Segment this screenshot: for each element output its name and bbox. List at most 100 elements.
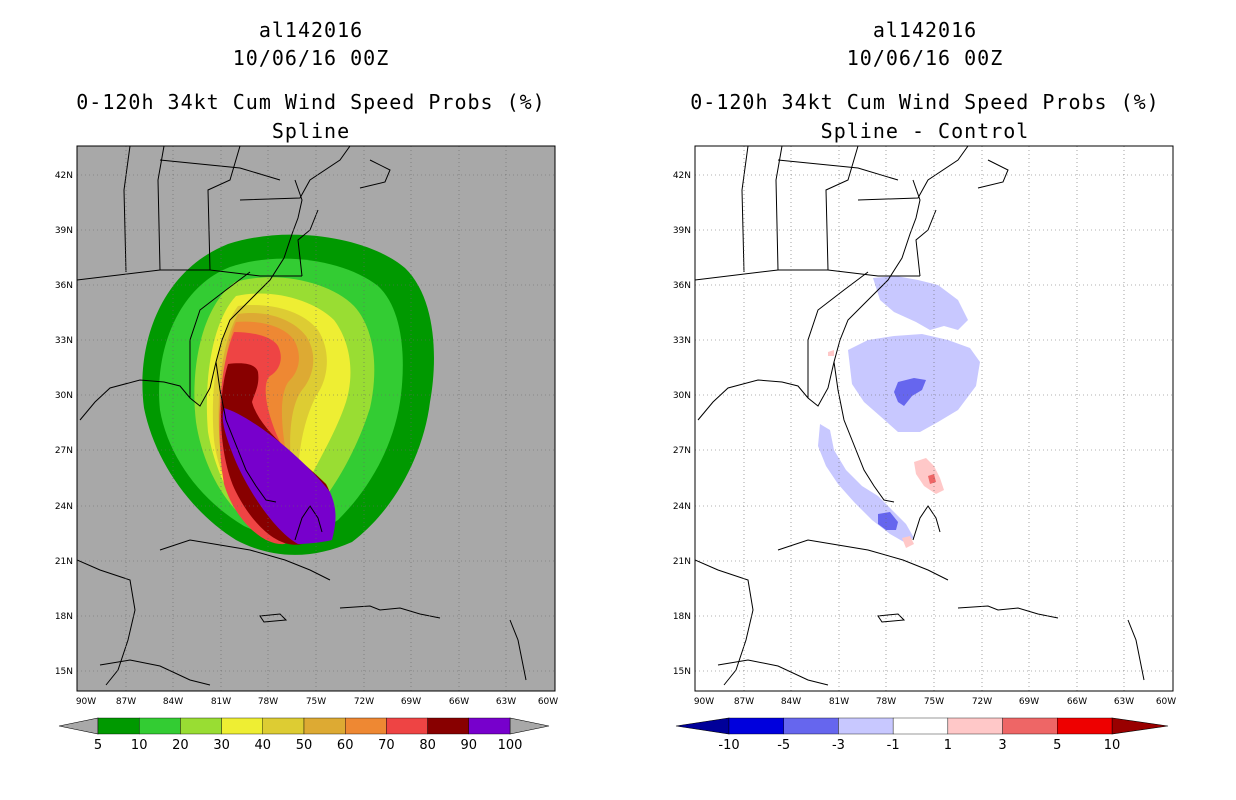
- lon-label: 90W: [76, 697, 96, 707]
- left-colorbar-swatch: [97, 717, 140, 735]
- right-colorbar-swatch: [1057, 717, 1113, 735]
- left-map: 42N 39N 36N 33N 30N 27N 24N 21N 18N 15N …: [55, 145, 558, 707]
- right-datetime: 10/06/16 00Z: [846, 46, 1004, 70]
- lat-label: 33N: [55, 336, 73, 346]
- colorbar-over-arrow: [509, 717, 550, 735]
- left-lat-labels: 42N 39N 36N 33N 30N 27N 24N 21N 18N 15N: [55, 171, 73, 677]
- colorbar-over-arrow: [1111, 717, 1169, 735]
- right-colorbar-label: -5: [777, 738, 790, 753]
- left-colorbar-label: 80: [419, 738, 436, 753]
- right-colorbar-swatch: [892, 717, 949, 735]
- diff-neg3-region: [878, 512, 898, 530]
- left-colorbar-label: 40: [255, 738, 272, 753]
- left-colorbar-label: 100: [498, 738, 523, 753]
- right-colorbar-label: 5: [1053, 738, 1061, 753]
- lat-label: 15N: [673, 667, 691, 677]
- lon-label: 81W: [211, 697, 231, 707]
- lat-label: 39N: [673, 226, 691, 236]
- left-colorbar-label: 90: [461, 738, 478, 753]
- lat-label: 27N: [673, 446, 691, 456]
- right-coastlines: [695, 146, 1145, 686]
- right-colorbar-label: 1: [944, 738, 952, 753]
- right-map: 42N 39N 36N 33N 30N 27N 24N 21N 18N 15N …: [673, 145, 1176, 707]
- left-colorbar-label: 20: [172, 738, 189, 753]
- lon-label: 63W: [496, 697, 516, 707]
- left-colorbar-label: 5: [94, 738, 102, 753]
- right-product-title: 0-120h 34kt Cum Wind Speed Probs (%): [690, 90, 1160, 114]
- left-colorbar-label: 50: [296, 738, 313, 753]
- lat-label: 30N: [55, 391, 73, 401]
- left-colorbar: 5 10 20 30 40 50 60 70 80 90 100: [58, 717, 550, 753]
- right-colorbar-label: -1: [887, 738, 900, 753]
- left-grid: [77, 146, 555, 691]
- diff-pos3-region: [928, 474, 936, 484]
- left-colorbar-swatch: [427, 717, 470, 735]
- lon-label: 84W: [781, 697, 801, 707]
- left-colorbar-swatch: [468, 717, 511, 735]
- left-colorbar-label: 70: [378, 738, 395, 753]
- lon-label: 78W: [258, 697, 278, 707]
- left-lon-labels: 90W 87W 84W 81W 78W 75W 72W 69W 66W 63W …: [76, 697, 558, 707]
- colorbar-under-arrow: [58, 717, 99, 735]
- left-product-title: 0-120h 34kt Cum Wind Speed Probs (%): [76, 90, 546, 114]
- colorbar-under-arrow: [675, 717, 730, 735]
- left-coastlines: [77, 146, 527, 686]
- right-colorbar-swatch: [947, 717, 1003, 735]
- lat-label: 21N: [673, 557, 691, 567]
- lon-label: 60W: [538, 697, 558, 707]
- lon-label: 90W: [694, 697, 714, 707]
- lat-label: 36N: [55, 281, 73, 291]
- lat-label: 21N: [55, 557, 73, 567]
- left-subtitle: Spline: [271, 119, 351, 143]
- right-colorbar-label: 10: [1104, 738, 1121, 753]
- left-storm-id: al142016: [258, 18, 364, 42]
- left-colorbar-label: 30: [213, 738, 230, 753]
- diff-pos1-region: [902, 536, 914, 548]
- left-colorbar-label: 10: [131, 738, 148, 753]
- left-colorbar-swatch: [138, 717, 181, 735]
- lat-label: 15N: [55, 667, 73, 677]
- right-colorbar-swatch: [728, 717, 784, 735]
- right-colorbar-swatch: [1002, 717, 1058, 735]
- lat-label: 33N: [673, 336, 691, 346]
- left-colorbar-swatch: [221, 717, 264, 735]
- lon-label: 69W: [1019, 697, 1039, 707]
- right-lon-labels: 90W 87W 84W 81W 78W 75W 72W 69W 66W 63W …: [694, 697, 1176, 707]
- lat-label: 18N: [55, 612, 73, 622]
- diff-neg3-region: [894, 378, 926, 406]
- right-colorbar-label: -10: [718, 738, 739, 753]
- lon-label: 78W: [876, 697, 896, 707]
- left-colorbar-swatch: [386, 717, 428, 735]
- left-colorbar-swatch: [180, 717, 222, 735]
- lat-label: 42N: [673, 171, 691, 181]
- lon-label: 66W: [1067, 697, 1087, 707]
- right-colorbar-label: -3: [832, 738, 845, 753]
- lat-label: 27N: [55, 446, 73, 456]
- lat-label: 36N: [673, 281, 691, 291]
- right-subtitle: Spline - Control: [820, 119, 1030, 143]
- lon-label: 72W: [972, 697, 992, 707]
- diff-neg1-region: [873, 276, 968, 330]
- lon-label: 75W: [924, 697, 944, 707]
- lat-label: 18N: [673, 612, 691, 622]
- lon-label: 69W: [401, 697, 421, 707]
- right-grid: [695, 146, 1173, 691]
- diff-pos1-region: [828, 350, 834, 356]
- lon-label: 81W: [829, 697, 849, 707]
- lon-label: 72W: [354, 697, 374, 707]
- lon-label: 75W: [306, 697, 326, 707]
- lon-label: 84W: [163, 697, 183, 707]
- lon-label: 87W: [734, 697, 754, 707]
- lat-label: 42N: [55, 171, 73, 181]
- left-colorbar-swatch: [262, 717, 305, 735]
- lat-label: 24N: [55, 502, 73, 512]
- right-colorbar-swatch: [783, 717, 839, 735]
- lon-label: 66W: [449, 697, 469, 707]
- right-colorbar: -10 -5 -3 -1 1 3 5 10: [675, 717, 1169, 753]
- lon-label: 87W: [116, 697, 136, 707]
- left-datetime: 10/06/16 00Z: [232, 46, 390, 70]
- right-lat-labels: 42N 39N 36N 33N 30N 27N 24N 21N 18N 15N: [673, 171, 691, 677]
- lat-label: 24N: [673, 502, 691, 512]
- lon-label: 63W: [1114, 697, 1134, 707]
- lon-label: 60W: [1156, 697, 1176, 707]
